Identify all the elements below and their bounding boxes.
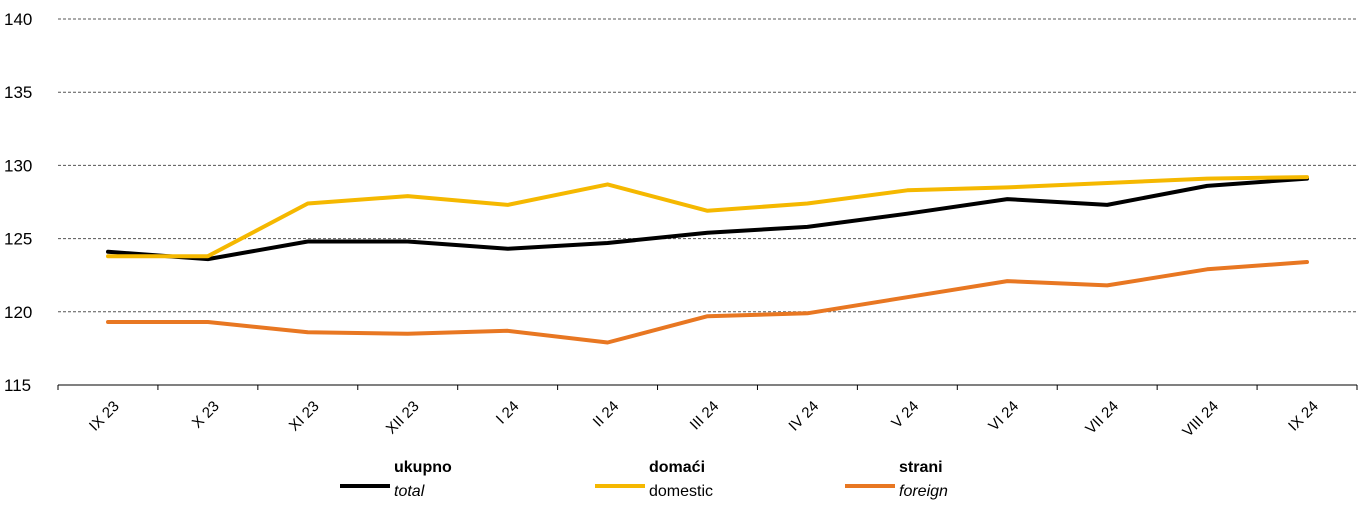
legend-label-ukupno: ukupno — [394, 459, 452, 476]
legend-label-domaci: domaći — [649, 459, 706, 476]
x-tick-label: I 24 — [493, 398, 523, 428]
x-tick-label: VIII 24 — [1179, 398, 1222, 441]
series-line-domaci — [106, 175, 1309, 259]
legend: ukupno total domaći domestic strani fore… — [0, 456, 1363, 510]
x-tick-label: II 24 — [590, 398, 623, 431]
x-axis-ticks: IX 23 X 23 XI 23 XII 23 I 24 II 24 III 24 IV 24… — [57, 385, 1358, 441]
legend-sublabel-foreign: foreign — [899, 483, 948, 500]
x-tick-label: V 24 — [888, 398, 922, 432]
x-tick-label: VII 24 — [1082, 398, 1122, 438]
series-line-strani — [106, 260, 1309, 345]
y-tick-label: 115 — [4, 376, 31, 395]
y-tick-label: 125 — [4, 230, 32, 249]
legend-label-strani: strani — [899, 459, 943, 476]
y-axis-ticks: 115 120 125 130 135 140 — [4, 10, 32, 395]
legend-sublabel-total: total — [394, 483, 425, 500]
y-tick-label: 130 — [4, 156, 32, 175]
y-tick-label: 120 — [4, 303, 32, 322]
x-tick-label: XI 23 — [286, 398, 323, 435]
x-tick-label: III 24 — [687, 398, 723, 434]
x-tick-label: IX 23 — [86, 398, 123, 435]
series-lines — [106, 175, 1309, 345]
series-line-ukupno — [106, 176, 1309, 262]
y-tick-label: 140 — [4, 10, 32, 29]
legend-swatch-ukupno — [340, 484, 390, 488]
legend-swatch-strani — [845, 484, 895, 488]
legend-swatch-domaci — [595, 484, 645, 488]
legend-sublabel-domestic: domestic — [649, 483, 714, 500]
x-tick-label: XII 23 — [383, 398, 423, 438]
y-tick-label: 135 — [4, 83, 32, 102]
x-tick-label: VI 24 — [985, 398, 1022, 435]
x-tick-label: IV 24 — [785, 398, 822, 435]
gridlines — [58, 18, 1357, 313]
x-tick-label: X 23 — [189, 398, 223, 432]
x-tick-label: IX 24 — [1285, 398, 1322, 435]
